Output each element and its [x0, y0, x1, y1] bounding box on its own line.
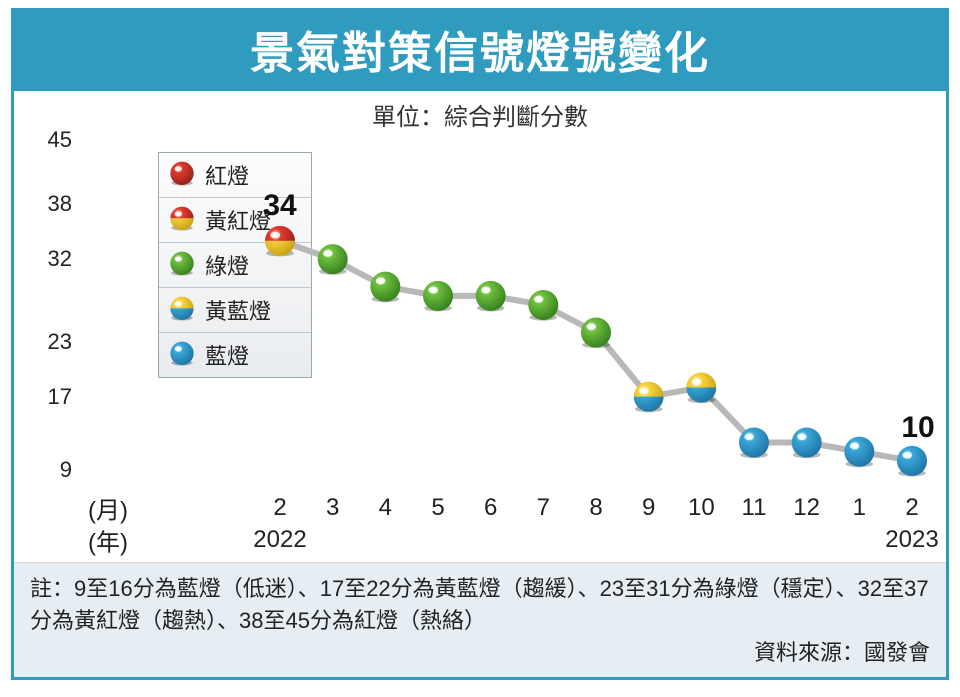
- plot-inner: 紅燈 黃紅燈 綠燈: [82, 140, 930, 470]
- data-point: [739, 428, 769, 459]
- x-month-label: 5: [431, 494, 444, 522]
- x-month-label: 4: [379, 494, 392, 522]
- chart-subtitle: 單位：綜合判斷分數: [14, 91, 946, 134]
- x-month-label: 11: [742, 494, 767, 522]
- notes-text: 註：9至16分為藍燈（低迷）、17至22分為黃藍燈（趨緩）、23至31分為綠燈（…: [30, 573, 930, 637]
- x-month-label: 6: [484, 494, 497, 522]
- x-month-bracket: (月): [88, 491, 128, 526]
- data-point: [528, 290, 558, 321]
- value-label: 10: [901, 411, 934, 445]
- x-year-start: 2022: [253, 526, 306, 554]
- x-year-bracket: (年): [88, 523, 128, 558]
- source-label: 資料來源：: [754, 640, 864, 665]
- data-point: [792, 428, 822, 459]
- y-tick-label: 9: [36, 457, 72, 483]
- x-month-label: 12: [793, 494, 820, 522]
- x-month-label: 2: [905, 494, 918, 522]
- x-month-label: 3: [326, 494, 339, 522]
- data-point: [634, 382, 664, 413]
- x-month-label: 2: [273, 494, 286, 522]
- y-tick-label: 17: [36, 384, 72, 410]
- y-tick-label: 38: [36, 191, 72, 217]
- x-month-label: 7: [537, 494, 550, 522]
- notes-prefix: 註：: [30, 576, 74, 601]
- x-month-label: 10: [688, 494, 715, 522]
- source-line: 資料來源：國發會: [30, 637, 930, 669]
- chart-title: 景氣對策信號燈號變化: [14, 11, 946, 91]
- notes-body: 9至16分為藍燈（低迷）、17至22分為黃藍燈（趨緩）、23至31分為綠燈（穩定…: [30, 576, 929, 633]
- notes-block: 註：9至16分為藍燈（低迷）、17至22分為黃藍燈（趨緩）、23至31分為綠燈（…: [14, 562, 946, 677]
- value-label: 34: [263, 189, 296, 223]
- y-tick-label: 23: [36, 329, 72, 355]
- data-point: [423, 281, 453, 312]
- y-tick-label: 45: [36, 127, 72, 153]
- series-svg: [82, 140, 930, 470]
- data-point: [897, 446, 927, 477]
- data-point: [318, 244, 348, 275]
- plot-area: 紅燈 黃紅燈 綠燈: [14, 134, 946, 562]
- data-point: [844, 437, 874, 468]
- source-value: 國發會: [864, 640, 930, 665]
- data-point: [581, 318, 611, 349]
- y-tick-label: 32: [36, 246, 72, 272]
- data-point: [476, 281, 506, 312]
- series-line: [280, 241, 912, 461]
- x-year-end: 2023: [885, 526, 938, 554]
- x-month-label: 9: [642, 494, 655, 522]
- data-point: [686, 373, 716, 404]
- data-point: [370, 272, 400, 303]
- data-point: [265, 226, 295, 257]
- x-month-label: 1: [853, 494, 866, 522]
- x-month-label: 8: [589, 494, 602, 522]
- chart-container: 景氣對策信號燈號變化 單位：綜合判斷分數 紅燈: [11, 8, 949, 680]
